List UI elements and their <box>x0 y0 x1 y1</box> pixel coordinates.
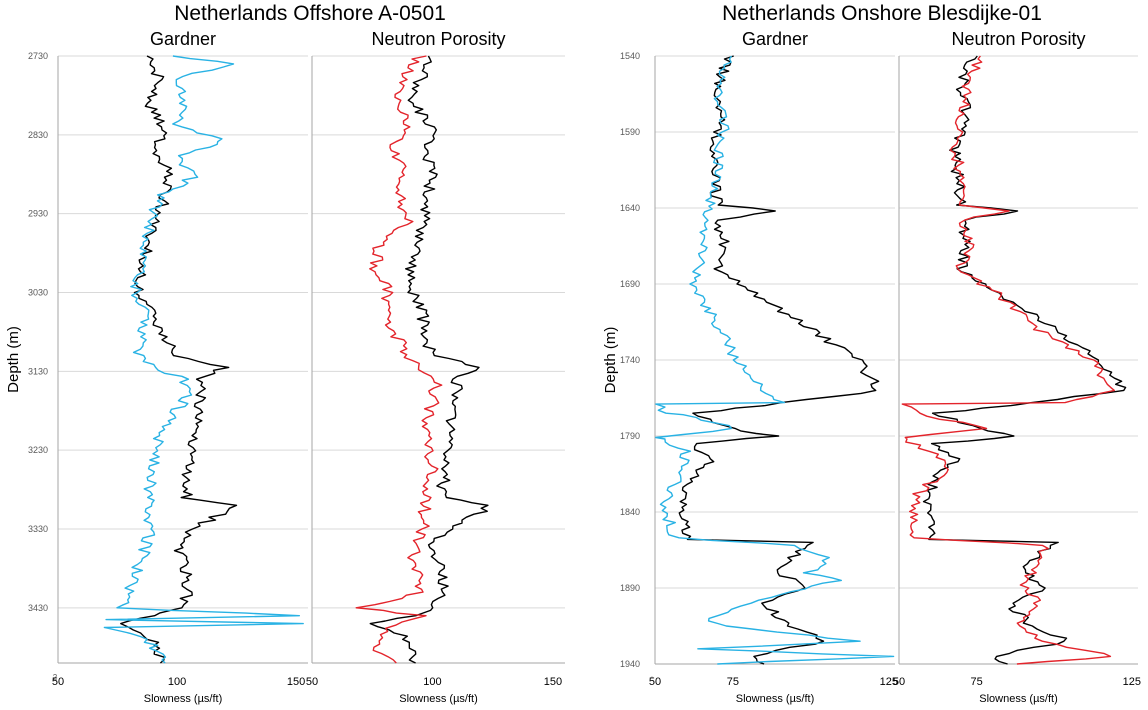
series-line-neutron-porosity <box>901 55 1115 665</box>
x-tick-label: 75 <box>970 676 982 688</box>
y-tick-label: 1840 <box>620 507 640 517</box>
y-tick-label: 1640 <box>620 203 640 213</box>
y-tick-label: 1590 <box>620 127 640 137</box>
x-tick-label: 100 <box>168 676 186 688</box>
series-line-neutron-porosity <box>355 55 443 664</box>
y-axis-label: Depth (m) <box>602 327 619 394</box>
panel-subtitle: Gardner <box>742 29 808 49</box>
x-tick-label: 50 <box>893 676 905 688</box>
x-tick-label: 50 <box>52 676 64 688</box>
chart-title: Netherlands Onshore Blesdijke-01 <box>722 2 1042 25</box>
series-line-measured <box>369 55 489 664</box>
y-tick-label: 1690 <box>620 279 640 289</box>
x-tick-label: 125 <box>880 676 898 688</box>
y-tick-label: 1740 <box>620 355 640 365</box>
axis-corner-label: 2 <box>53 673 58 682</box>
panel-subtitle: Neutron Porosity <box>371 29 505 49</box>
x-axis-label: Slowness (µs/ft) <box>979 693 1057 705</box>
chart-title: Netherlands Offshore A-0501 <box>174 2 446 25</box>
axis-corner-label: : <box>651 674 653 683</box>
panel-subtitle: Gardner <box>150 29 216 49</box>
series-line-gardner <box>103 55 304 664</box>
y-tick-label: 1790 <box>620 431 640 441</box>
x-axis-label: Slowness (µs/ft) <box>736 693 814 705</box>
y-tick-label: 2730 <box>28 51 48 61</box>
y-tick-label: 3130 <box>28 366 48 376</box>
series-line-measured <box>922 55 1127 665</box>
x-axis-label: Slowness (µs/ft) <box>399 693 477 705</box>
y-tick-label: 3230 <box>28 445 48 455</box>
y-axis-label: Depth (m) <box>5 326 22 393</box>
y-tick-label: 3030 <box>28 287 48 297</box>
x-tick-label: 75 <box>727 676 739 688</box>
x-tick-label: 125 <box>1123 676 1141 688</box>
x-tick-label: 50 <box>306 676 318 688</box>
series-line-measured <box>120 55 238 664</box>
y-tick-label: 2830 <box>28 130 48 140</box>
series-line-gardner <box>655 55 895 665</box>
y-tick-label: 3430 <box>28 603 48 613</box>
y-tick-label: 1940 <box>620 659 640 669</box>
x-axis-label: Slowness (µs/ft) <box>144 693 222 705</box>
x-tick-label: 100 <box>423 676 441 688</box>
x-tick-label: 150 <box>544 676 562 688</box>
x-tick-label: 150 <box>287 676 305 688</box>
y-tick-label: 1890 <box>620 583 640 593</box>
y-tick-label: 3330 <box>28 524 48 534</box>
x-tick-label: 50 <box>649 676 661 688</box>
y-tick-label: 2930 <box>28 209 48 219</box>
y-tick-label: 1540 <box>620 51 640 61</box>
panel-subtitle: Neutron Porosity <box>951 29 1085 49</box>
